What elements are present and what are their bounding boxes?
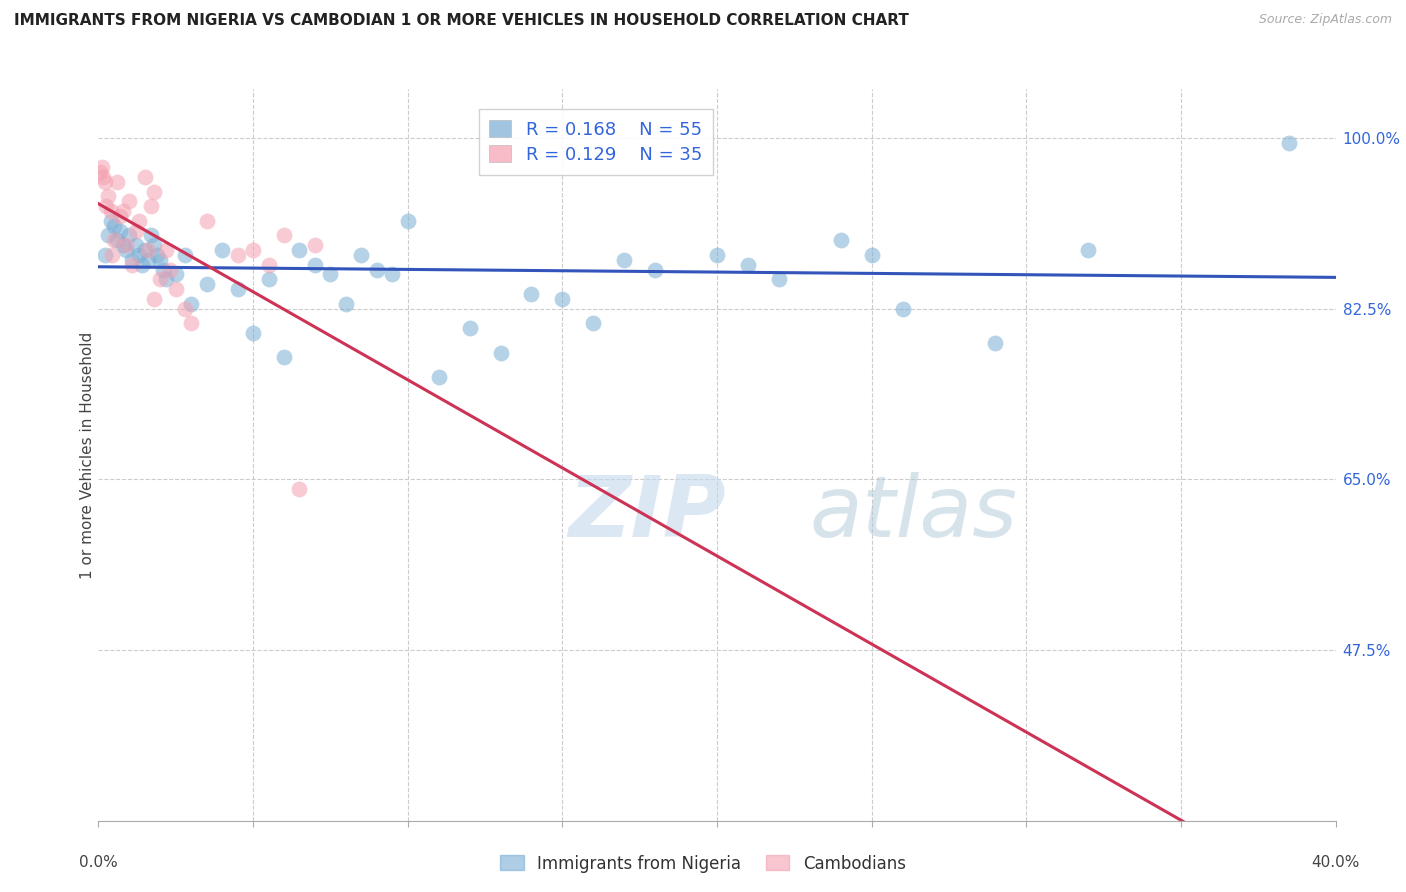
Point (115, 238, 138, 252)
Point (211, 243, 233, 257)
Text: atlas: atlas (810, 472, 1018, 555)
Point (97, 189, 120, 203)
Point (136, 252, 159, 267)
Point (613, 252, 636, 267)
Point (520, 287, 543, 301)
Point (121, 258, 143, 272)
Point (93, 248, 115, 262)
Text: ZIP: ZIP (568, 472, 727, 555)
Point (335, 297, 357, 311)
Point (100, 214, 122, 228)
Point (134, 169, 156, 184)
Point (128, 248, 150, 262)
Point (155, 243, 177, 257)
Point (427, 370, 450, 384)
Point (143, 238, 166, 252)
Text: IMMIGRANTS FROM NIGERIA VS CAMBODIAN 1 OR MORE VEHICLES IN HOUSEHOLD CORRELATION: IMMIGRANTS FROM NIGERIA VS CAMBODIAN 1 O… (14, 13, 908, 29)
Point (124, 224, 146, 238)
Point (112, 238, 135, 252)
Text: 0.0%: 0.0% (79, 855, 118, 870)
Point (128, 214, 150, 228)
Point (582, 316, 605, 330)
Text: Source: ZipAtlas.com: Source: ZipAtlas.com (1258, 13, 1392, 27)
Point (91, 169, 114, 184)
Point (381, 268, 404, 282)
Point (304, 258, 326, 272)
Point (242, 243, 264, 257)
Point (134, 243, 156, 257)
Legend: Immigrants from Nigeria, Cambodians: Immigrants from Nigeria, Cambodians (494, 848, 912, 880)
Point (984, 335, 1007, 350)
Point (180, 297, 202, 311)
Point (155, 272, 177, 286)
Point (174, 248, 197, 262)
Point (768, 272, 790, 286)
Point (551, 292, 574, 306)
Point (96, 199, 118, 213)
Text: 40.0%: 40.0% (1312, 855, 1360, 870)
Point (97, 228, 120, 243)
Point (458, 321, 481, 335)
Point (830, 233, 852, 247)
Point (90, 160, 112, 174)
Point (350, 248, 373, 262)
Point (319, 268, 342, 282)
Point (103, 219, 125, 233)
Point (288, 482, 311, 496)
Point (195, 214, 218, 228)
Point (100, 204, 122, 219)
Point (112, 204, 135, 219)
Point (108, 209, 131, 223)
Point (273, 351, 295, 365)
Point (115, 243, 138, 257)
Y-axis label: 1 or more Vehicles in Household: 1 or more Vehicles in Household (80, 331, 94, 579)
Legend: R = 0.168    N = 55, R = 0.129    N = 35: R = 0.168 N = 55, R = 0.129 N = 35 (478, 109, 713, 175)
Point (165, 268, 187, 282)
Point (105, 233, 128, 247)
Point (105, 175, 128, 189)
Point (195, 277, 218, 292)
Point (118, 194, 141, 209)
Point (149, 252, 172, 267)
Point (149, 272, 172, 286)
Point (124, 238, 146, 252)
Point (121, 252, 143, 267)
Point (131, 258, 153, 272)
Point (136, 243, 159, 257)
Point (93, 175, 115, 189)
Point (101, 248, 124, 262)
Point (226, 282, 249, 296)
Point (143, 292, 166, 306)
Point (146, 248, 169, 262)
Point (165, 282, 187, 296)
Point (159, 262, 181, 277)
Point (737, 258, 759, 272)
Point (288, 243, 311, 257)
Point (118, 228, 141, 243)
Point (242, 326, 264, 340)
Point (257, 258, 280, 272)
Point (304, 238, 326, 252)
Point (366, 262, 388, 277)
Point (174, 301, 197, 316)
Point (89, 165, 111, 179)
Point (860, 248, 883, 262)
Point (152, 262, 174, 277)
Point (891, 301, 914, 316)
Point (226, 248, 249, 262)
Point (103, 233, 125, 247)
Point (139, 199, 162, 213)
Point (180, 316, 202, 330)
Point (1077, 243, 1099, 257)
Point (706, 248, 728, 262)
Point (396, 214, 419, 228)
Point (139, 228, 162, 243)
Point (273, 228, 295, 243)
Point (489, 345, 512, 359)
Point (1278, 136, 1301, 150)
Point (143, 185, 166, 199)
Point (644, 262, 666, 277)
Point (108, 224, 131, 238)
Point (257, 272, 280, 286)
